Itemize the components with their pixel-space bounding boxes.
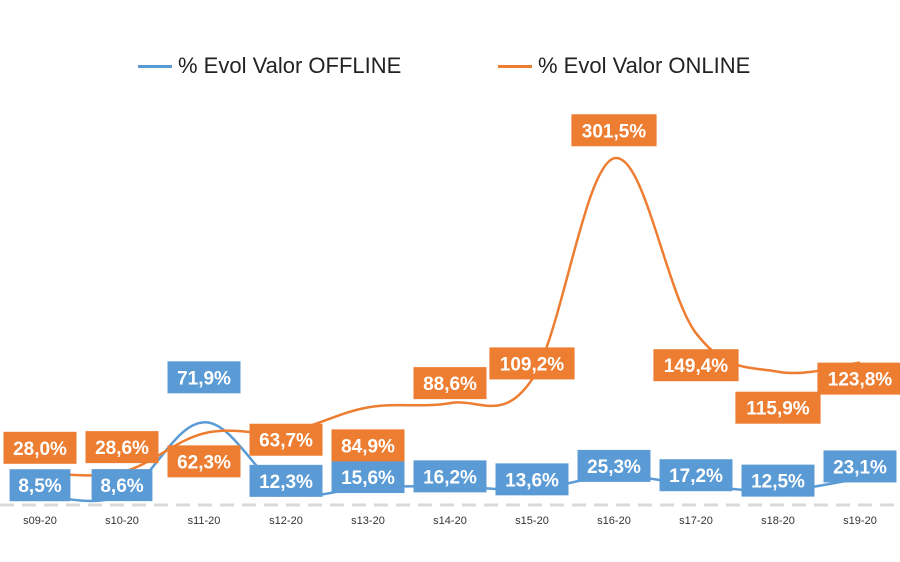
data-label-text: 109,2% — [500, 354, 565, 375]
data-label-text: 84,9% — [341, 436, 395, 457]
data-label-online: 109,2% — [489, 347, 575, 380]
x-tick-label: s18-20 — [761, 515, 795, 527]
data-label-text: 8,6% — [100, 476, 143, 497]
data-label-box — [91, 469, 153, 502]
data-label-online: 123,8% — [817, 362, 900, 395]
data-label-text: 301,5% — [582, 121, 647, 142]
data-label-text: 12,3% — [259, 472, 313, 493]
data-label-text: 63,7% — [259, 431, 313, 452]
legend-swatch-offline — [138, 64, 172, 68]
data-label-offline: 15,6% — [331, 461, 405, 494]
x-tick-label: s09-20 — [23, 515, 57, 527]
data-label-box — [249, 464, 323, 497]
data-label-box — [659, 459, 733, 492]
data-label-text: 115,9% — [746, 399, 809, 420]
data-label-online: 149,4% — [653, 349, 739, 382]
data-label-box — [735, 391, 821, 424]
data-label-box — [741, 464, 815, 497]
data-label-text: 17,2% — [669, 466, 723, 487]
data-label-text: 149,4% — [664, 356, 729, 377]
data-label-box — [571, 114, 657, 147]
x-tick-label: s17-20 — [679, 515, 713, 527]
data-label-online: 28,0% — [3, 431, 77, 464]
x-tick-label: s13-20 — [351, 515, 385, 527]
data-label-box — [495, 463, 569, 496]
data-label-text: 25,3% — [587, 457, 641, 478]
data-label-text: 15,6% — [341, 468, 395, 489]
data-label-online: 301,5% — [571, 114, 657, 147]
x-tick-label: s12-20 — [269, 515, 303, 527]
data-label-text: 13,6% — [505, 470, 559, 491]
data-label-box — [167, 361, 241, 394]
data-label-text: 28,6% — [95, 438, 149, 459]
series-lines — [39, 157, 861, 503]
legend: % Evol Valor OFFLINE % Evol Valor ONLINE — [0, 48, 900, 84]
legend-label-offline: % Evol Valor OFFLINE — [178, 53, 402, 78]
data-label-text: 71,9% — [177, 368, 231, 389]
data-label-box — [249, 423, 323, 456]
data-label-box — [85, 431, 159, 464]
data-label-text: 88,6% — [423, 374, 477, 395]
data-label-box — [331, 461, 405, 494]
data-label-box — [577, 449, 651, 482]
data-label-offline: 71,9% — [167, 361, 241, 394]
data-label-text: 28,0% — [13, 439, 67, 460]
data-label-offline: 16,2% — [413, 460, 487, 493]
data-label-box — [3, 431, 77, 464]
data-label-offline: 17,2% — [659, 459, 733, 492]
data-label-box — [653, 349, 739, 382]
data-label-offline: 25,3% — [577, 449, 651, 482]
legend-label-online: % Evol Valor ONLINE — [538, 53, 751, 78]
x-tick-label: s15-20 — [515, 515, 549, 527]
data-labels: 8,5% 8,6% 71,9% 12,3% 15,6% 16,2% 13,6% 25,3% 17… — [3, 114, 900, 502]
data-label-box — [823, 450, 897, 483]
legend-swatch-online — [498, 64, 532, 68]
data-label-online: 115,9% — [735, 391, 821, 424]
data-label-offline: 23,1% — [823, 450, 897, 483]
data-label-text: 8,5% — [18, 476, 61, 497]
data-label-online: 28,6% — [85, 431, 159, 464]
data-label-text: 12,5% — [751, 472, 805, 493]
series-line-online — [39, 157, 861, 477]
data-label-box — [167, 445, 241, 478]
data-label-text: 123,8% — [828, 370, 893, 391]
x-tick-label: s10-20 — [105, 515, 139, 527]
x-tick-label: s11-20 — [188, 515, 221, 527]
data-label-box — [413, 367, 487, 400]
data-label-online: 84,9% — [331, 429, 405, 462]
data-label-text: 23,1% — [833, 457, 887, 478]
legend-item-online: % Evol Valor ONLINE — [498, 48, 750, 84]
data-label-box — [331, 429, 405, 462]
data-label-online: 63,7% — [249, 423, 323, 456]
x-tick-label: s16-20 — [597, 515, 631, 527]
data-label-offline: 8,6% — [91, 469, 153, 502]
x-tick-label: s19-20 — [843, 515, 877, 527]
data-label-offline: 13,6% — [495, 463, 569, 496]
data-label-box — [413, 460, 487, 493]
data-label-offline: 12,5% — [741, 464, 815, 497]
data-label-box — [817, 362, 900, 395]
legend-item-offline: % Evol Valor OFFLINE — [138, 48, 401, 84]
data-label-box — [489, 347, 575, 380]
data-label-text: 62,3% — [177, 452, 231, 473]
x-tick-label: s14-20 — [433, 515, 467, 527]
data-label-box — [9, 469, 71, 502]
data-label-online: 88,6% — [413, 367, 487, 400]
data-label-online: 62,3% — [167, 445, 241, 478]
data-label-text: 16,2% — [423, 467, 477, 488]
data-label-offline: 8,5% — [9, 469, 71, 502]
data-label-offline: 12,3% — [249, 464, 323, 497]
x-axis-ticks: s09-20 s10-20 s11-20 s12-20 s13-20 s14-20 s15-… — [23, 515, 877, 527]
